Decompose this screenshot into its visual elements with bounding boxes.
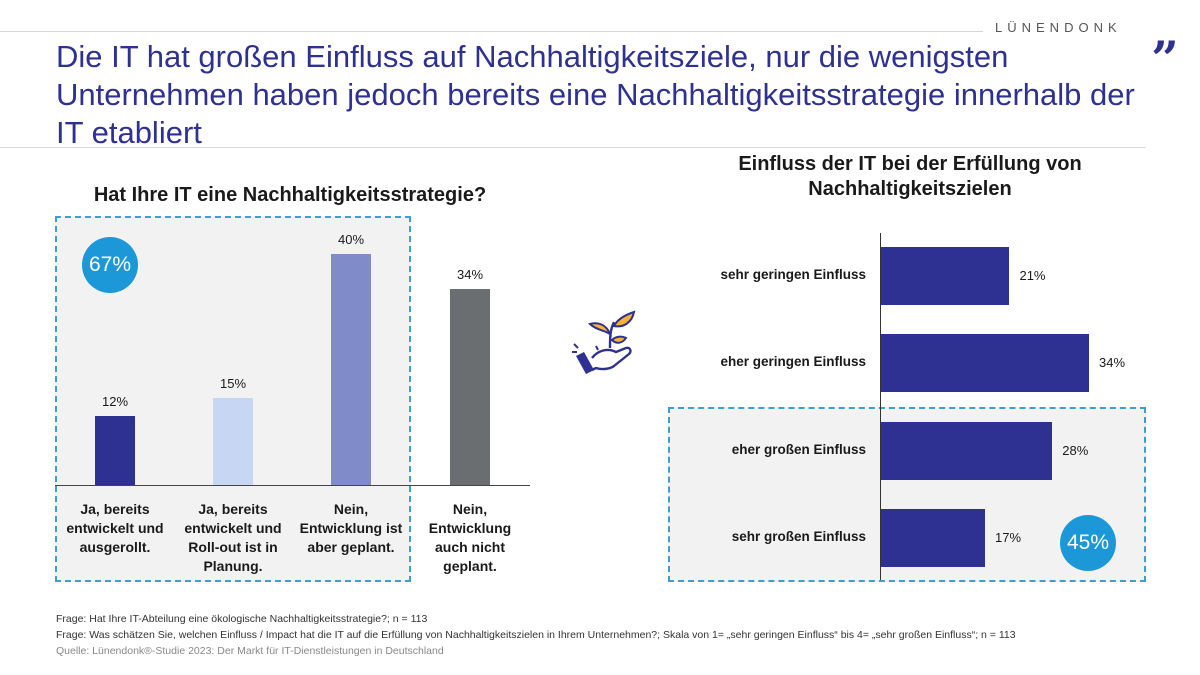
- right-bar: [881, 422, 1053, 480]
- left-bar: [331, 254, 371, 485]
- right-highlight-badge: 45%: [1060, 515, 1116, 571]
- brand-quote-icon: „: [1152, 4, 1180, 60]
- left-category-label: Ja, bereits entwickelt und ausgerollt.: [66, 501, 164, 555]
- right-chart-axis: [880, 233, 881, 580]
- right-chart-title: Einfluss der IT bei der Erfüllung von Na…: [738, 153, 1082, 200]
- right-category-label: sehr großen Einfluss: [731, 529, 866, 544]
- left-category-label: Nein, Entwicklung auch nicht geplant.: [428, 501, 512, 574]
- title-divider: [0, 147, 1146, 148]
- right-bar-value: 17%: [995, 530, 1022, 545]
- left-bar: [213, 398, 253, 485]
- right-category-label: eher großen Einfluss: [731, 442, 866, 457]
- left-bar-value: 34%: [456, 266, 484, 282]
- plant-in-hand-icon: [572, 310, 636, 374]
- footnote-question-1: Frage: Hat Ihre IT-Abteilung eine ökolog…: [56, 613, 428, 625]
- right-category-label: sehr geringen Einfluss: [720, 267, 866, 282]
- left-bar: [95, 415, 135, 485]
- right-bar-value: 21%: [1019, 268, 1046, 283]
- left-baseline: [55, 485, 530, 486]
- left-category-label: Ja, bereits entwickelt und Roll-out ist …: [184, 501, 282, 574]
- right-bar-value: 34%: [1099, 355, 1126, 370]
- left-bar-value: 15%: [219, 376, 247, 392]
- page-title: Die IT hat großen Einfluss auf Nachhalti…: [56, 39, 1135, 150]
- right-bar: [881, 247, 1010, 305]
- footnote-question-2: Frage: Was schätzen Sie, welchen Einflus…: [56, 629, 1016, 641]
- right-bar-value: 28%: [1062, 443, 1089, 458]
- footnote-source: Quelle: Lünendonk®-Studie 2023: Der Mark…: [56, 645, 444, 657]
- right-bar: [881, 509, 985, 567]
- right-bar: [881, 334, 1089, 392]
- top-divider: [0, 31, 983, 32]
- right-category-label: eher geringen Einfluss: [720, 354, 866, 369]
- left-bar: [450, 288, 490, 485]
- left-category-label: Nein, Entwicklung ist aber geplant.: [299, 501, 403, 555]
- left-highlight-badge: 67%: [82, 237, 138, 293]
- left-bar-value: 40%: [337, 232, 365, 247]
- brand-logo-text: LÜNENDONK: [995, 20, 1122, 35]
- left-chart-title: Hat Ihre IT eine Nachhaltigkeitsstrategi…: [93, 184, 487, 206]
- left-bar-value: 12%: [101, 393, 129, 409]
